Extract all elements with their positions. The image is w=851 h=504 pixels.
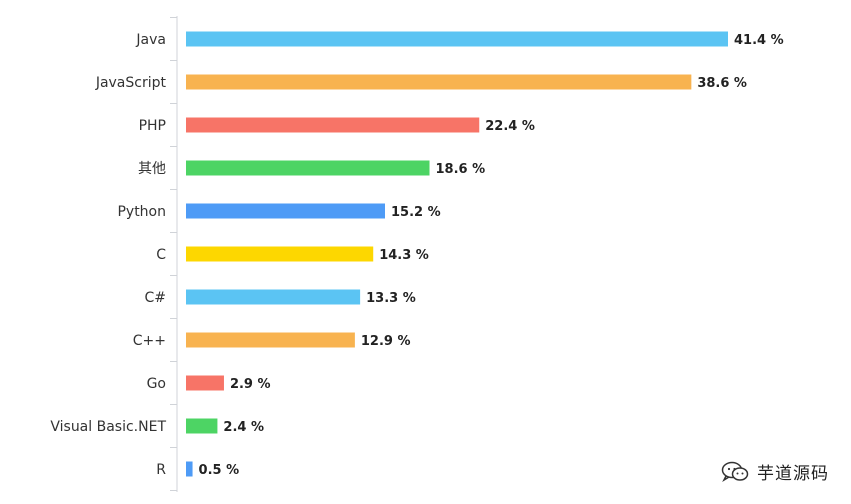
category-label: Visual Basic.NET <box>50 419 166 435</box>
bar-4 <box>186 203 385 219</box>
category-label: C++ <box>133 333 166 349</box>
value-label: 41.4 % <box>734 33 784 48</box>
y-axis-ticks <box>170 17 177 491</box>
watermark: 芋道源码 <box>721 459 829 484</box>
category-label: PHP <box>139 118 166 134</box>
category-label: Java <box>135 32 166 48</box>
category-label: R <box>156 462 166 478</box>
bar-1 <box>186 74 692 90</box>
value-labels: 41.4 % 38.6 % 22.4 % 18.6 % 15.2 % 14.3 % 13.3… <box>199 33 784 478</box>
bar-8 <box>186 375 224 391</box>
category-label: JavaScript <box>95 75 167 91</box>
bar-3 <box>186 160 430 176</box>
bar-0 <box>186 31 728 47</box>
category-label: C <box>156 247 166 263</box>
value-label: 2.4 % <box>223 420 264 435</box>
bar-6 <box>186 289 361 305</box>
value-label: 14.3 % <box>379 248 429 263</box>
bar-10 <box>186 461 193 477</box>
value-label: 12.9 % <box>361 334 411 349</box>
watermark-text: 芋道源码 <box>757 464 829 484</box>
value-label: 0.5 % <box>199 463 240 478</box>
category-label: C# <box>144 290 166 306</box>
value-label: 13.3 % <box>366 291 416 306</box>
value-label: 18.6 % <box>436 162 486 177</box>
category-label: Go <box>147 376 166 392</box>
bars-group <box>186 31 728 477</box>
category-label: 其他 <box>138 161 166 177</box>
value-label: 15.2 % <box>391 205 441 220</box>
category-labels: Java JavaScript PHP 其他 Python C C# C++ Go Visual … <box>50 32 166 478</box>
category-label: Python <box>117 204 166 220</box>
value-label: 2.9 % <box>230 377 271 392</box>
bar-7 <box>186 332 355 348</box>
value-label: 22.4 % <box>485 119 535 134</box>
bar-9 <box>186 418 218 434</box>
wechat-icon <box>721 461 749 483</box>
value-label: 38.6 % <box>697 76 747 91</box>
bar-5 <box>186 246 374 262</box>
bar-2 <box>186 117 480 133</box>
